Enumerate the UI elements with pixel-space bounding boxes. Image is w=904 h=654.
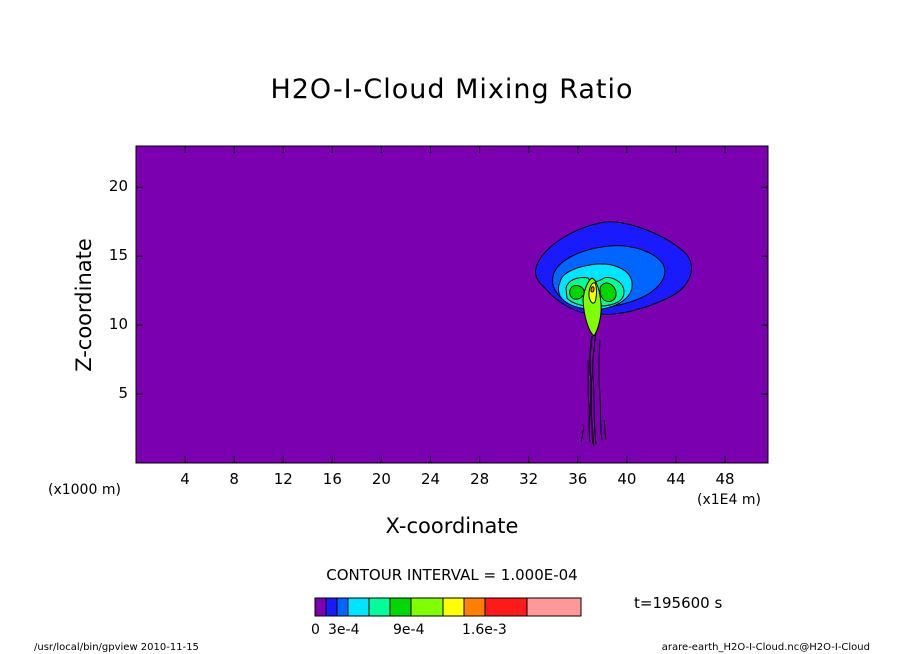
contour-interval: CONTOUR INTERVAL = 1.000E-04 — [326, 566, 578, 584]
y-ticks — [136, 186, 768, 395]
colorbar-swatch — [410, 597, 444, 617]
colorbar-swatch — [526, 597, 582, 617]
colorbar-swatch — [325, 597, 338, 617]
colorbar-label-2: 9e-4 — [393, 622, 425, 638]
cloud-stem-2 — [592, 331, 597, 445]
y-tick-label: 10 — [108, 315, 128, 334]
colorbar-label-1: 3e-4 — [328, 622, 360, 638]
x-tick-label: 48 — [715, 470, 735, 488]
colorbar-swatch — [336, 597, 349, 617]
x-ticks — [184, 146, 726, 463]
x-tick-label: 24 — [420, 470, 441, 488]
chart-title: H2O-I-Cloud Mixing Ratio — [270, 74, 634, 105]
x-axis-label: X-coordinate — [385, 514, 519, 538]
x-tick-label: 36 — [568, 470, 588, 488]
updraft-core-inner — [588, 282, 597, 304]
cloud-stem-4 — [598, 339, 603, 441]
colorbar-swatch — [347, 597, 370, 617]
footer-right: arare-earth_H2O-I-Cloud.nc@H2O-I-Cloud — [661, 642, 870, 653]
x-tick-label: 28 — [470, 470, 490, 488]
cloud-stem-6 — [603, 419, 607, 441]
contour-level-6 — [599, 282, 617, 303]
x-tick-label: 8 — [229, 470, 239, 488]
colorbar-swatch — [463, 597, 486, 617]
cloud-stem-5 — [580, 424, 585, 443]
colorbar-label-3: 1.6e-3 — [462, 622, 507, 638]
updraft-core-peak — [590, 286, 595, 293]
x-tick-label: 4 — [180, 470, 190, 488]
y-tick-label: 15 — [108, 246, 128, 265]
x-unit-left: (x1000 m) — [48, 482, 121, 498]
x-tick-label: 40 — [617, 470, 637, 488]
footer-left: /usr/local/bin/gpview 2010-11-15 — [34, 642, 199, 653]
colorbar-label-0: 0 — [311, 622, 320, 638]
x-tick-label: 32 — [519, 470, 539, 488]
colorbar-swatch — [442, 597, 465, 617]
cloud-stem — [589, 335, 595, 447]
x-unit-right: (x1E4 m) — [697, 492, 761, 508]
y-axis-label: Z-coordinate — [72, 238, 96, 372]
contour-level-5 — [569, 285, 585, 300]
y-tick-label: 5 — [118, 384, 128, 403]
colorbar-swatch — [314, 597, 327, 617]
colorbar-swatch — [389, 597, 412, 617]
x-tick-label: 44 — [666, 470, 686, 488]
y-tick-label: 20 — [108, 177, 128, 196]
plot-frame — [135, 145, 769, 464]
cloud-stem-3 — [587, 359, 591, 443]
colorbar-swatch — [368, 597, 391, 617]
x-tick-label: 12 — [273, 470, 293, 488]
time-label: t=195600 s — [634, 594, 723, 612]
x-tick-label: 20 — [371, 470, 391, 488]
colorbar-swatch — [484, 597, 528, 617]
colorbar — [314, 597, 582, 617]
plot-background — [136, 146, 768, 463]
x-tick-label: 16 — [322, 470, 342, 488]
